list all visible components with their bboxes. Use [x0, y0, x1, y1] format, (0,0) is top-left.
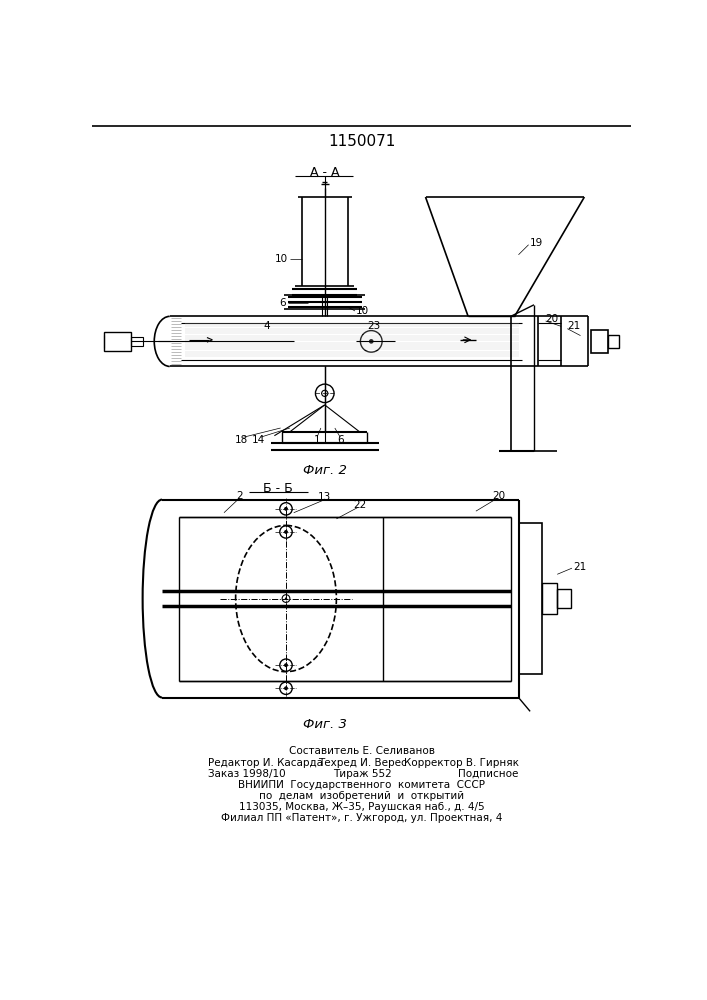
Text: 2: 2: [236, 491, 243, 501]
Text: 6: 6: [337, 435, 344, 445]
Circle shape: [284, 686, 288, 690]
Text: 10: 10: [356, 306, 369, 316]
Text: 20: 20: [546, 314, 559, 324]
Text: Подписное: Подписное: [458, 769, 518, 779]
Text: Б - Б: Б - Б: [264, 482, 293, 495]
Text: 113035, Москва, Ж–35, Раушская наб., д. 4/5: 113035, Москва, Ж–35, Раушская наб., д. …: [239, 802, 485, 812]
Text: А - А: А - А: [310, 166, 339, 179]
Text: 1150071: 1150071: [328, 134, 396, 149]
Circle shape: [284, 663, 288, 667]
Circle shape: [369, 339, 373, 344]
Text: 22: 22: [353, 500, 366, 510]
Bar: [557, 589, 571, 608]
Bar: [590, 330, 607, 353]
Text: 4: 4: [264, 321, 271, 331]
Bar: [542, 583, 557, 614]
Text: Филиал ПП «Патент», г. Ужгород, ул. Проектная, 4: Филиал ПП «Патент», г. Ужгород, ул. Прое…: [221, 813, 503, 823]
Circle shape: [285, 597, 287, 600]
Text: Фиг. 3: Фиг. 3: [303, 718, 346, 731]
Bar: [104, 332, 131, 351]
Text: по  делам  изобретений  и  открытий: по делам изобретений и открытий: [259, 791, 464, 801]
Bar: [607, 335, 619, 348]
Text: Заказ 1998/10: Заказ 1998/10: [209, 769, 286, 779]
Text: Составитель Е. Селиванов: Составитель Е. Селиванов: [289, 746, 435, 756]
Bar: [518, 523, 542, 674]
Text: 1: 1: [314, 435, 320, 445]
Text: 18: 18: [235, 435, 248, 445]
Text: 21: 21: [573, 562, 586, 572]
Text: 19: 19: [530, 238, 544, 248]
Text: 20: 20: [493, 491, 506, 501]
Text: ВНИИПИ  Государственного  комитета  СССР: ВНИИПИ Государственного комитета СССР: [238, 780, 486, 790]
Text: Техред И. Верес: Техред И. Верес: [317, 758, 407, 768]
Text: 21: 21: [567, 321, 580, 331]
Text: 23: 23: [368, 321, 380, 331]
Text: 13: 13: [318, 492, 332, 502]
Text: 14: 14: [252, 435, 266, 445]
Text: 10: 10: [275, 254, 288, 264]
Text: 6: 6: [279, 298, 286, 308]
Circle shape: [284, 507, 288, 511]
Text: Редактор И. Касарда: Редактор И. Касарда: [209, 758, 324, 768]
Bar: [131, 337, 143, 346]
Circle shape: [284, 530, 288, 534]
Text: Тираж 552: Тираж 552: [332, 769, 392, 779]
Text: Корректор В. Гирняк: Корректор В. Гирняк: [404, 758, 518, 768]
Text: Фиг. 2: Фиг. 2: [303, 464, 346, 477]
